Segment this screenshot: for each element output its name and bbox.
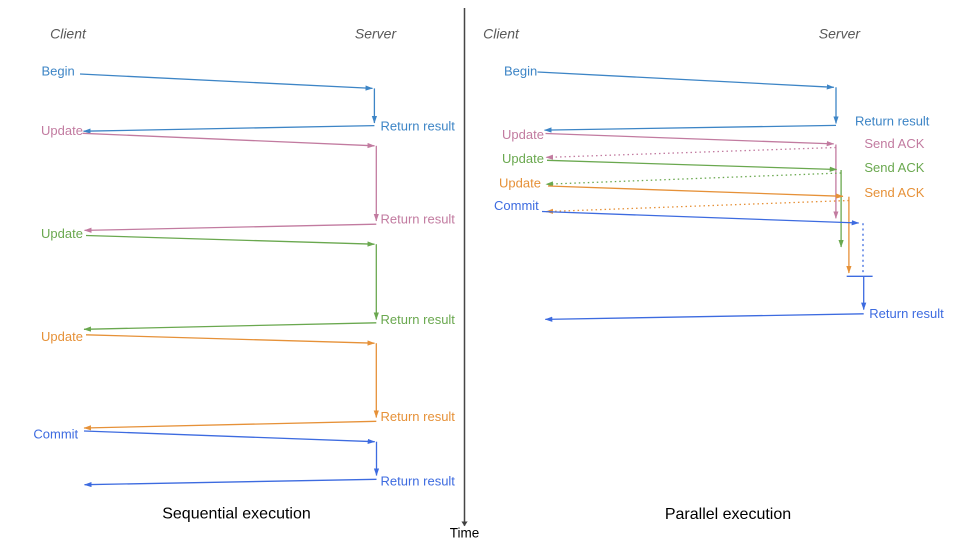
svg-text:Return result: Return result xyxy=(381,119,456,134)
svg-text:Time: Time xyxy=(450,526,480,540)
svg-text:Client: Client xyxy=(483,26,520,42)
svg-text:Update: Update xyxy=(41,226,83,241)
svg-text:Return result: Return result xyxy=(869,306,944,321)
svg-text:Commit: Commit xyxy=(494,198,539,213)
svg-text:Parallel execution: Parallel execution xyxy=(665,506,791,523)
svg-text:Begin: Begin xyxy=(504,64,537,79)
svg-text:Return result: Return result xyxy=(855,113,930,128)
svg-text:Server: Server xyxy=(355,26,398,42)
svg-text:Return result: Return result xyxy=(381,312,456,327)
svg-text:Update: Update xyxy=(41,123,83,138)
svg-text:Server: Server xyxy=(819,26,862,42)
svg-text:Commit: Commit xyxy=(33,427,78,442)
svg-text:Send ACK: Send ACK xyxy=(864,136,924,151)
svg-text:Return result: Return result xyxy=(381,211,456,226)
svg-text:Return result: Return result xyxy=(381,409,456,424)
svg-text:Return result: Return result xyxy=(381,474,456,489)
svg-text:Update: Update xyxy=(502,151,544,166)
svg-text:Client: Client xyxy=(50,26,87,42)
svg-text:Update: Update xyxy=(502,127,544,142)
svg-text:Send ACK: Send ACK xyxy=(864,185,924,200)
svg-text:Send ACK: Send ACK xyxy=(864,160,924,175)
svg-text:Begin: Begin xyxy=(42,64,75,79)
svg-text:Update: Update xyxy=(499,176,541,191)
svg-text:Sequential execution: Sequential execution xyxy=(162,506,311,523)
svg-text:Update: Update xyxy=(41,329,83,344)
